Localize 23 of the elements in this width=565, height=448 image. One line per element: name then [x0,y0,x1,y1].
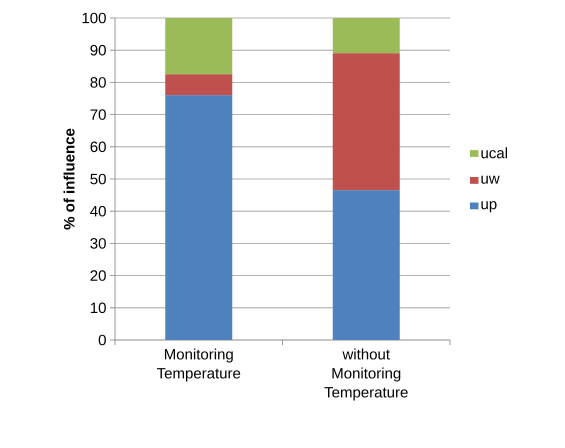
y-tick-label: 20 [90,270,106,281]
legend-label: up [481,201,497,212]
y-tick-label: 30 [90,238,106,249]
y-tick-label: 90 [90,44,106,56]
y-tick-label: 100 [82,12,106,24]
y-tick-label: 50 [90,174,106,184]
x-tick-label: without Monitoring Temperature [324,348,408,401]
bar [165,74,232,96]
bar [332,53,400,190]
y-tick-label: 10 [90,302,106,314]
y-tick-label: 0 [98,334,106,346]
legend-label: ucal [481,147,507,158]
bar [332,18,400,54]
x-tick-label: Monitoring Temperature [156,348,240,382]
bar [165,18,232,74]
y-axis-title: % of influence [64,128,75,230]
y-tick-label: 60 [90,141,106,152]
y-tick-label: 40 [90,206,106,217]
legend-label: uw [481,176,500,184]
y-tick-label: 80 [90,77,106,88]
y-tick-label: 70 [90,109,106,120]
bar [332,190,400,340]
bar [165,95,232,340]
